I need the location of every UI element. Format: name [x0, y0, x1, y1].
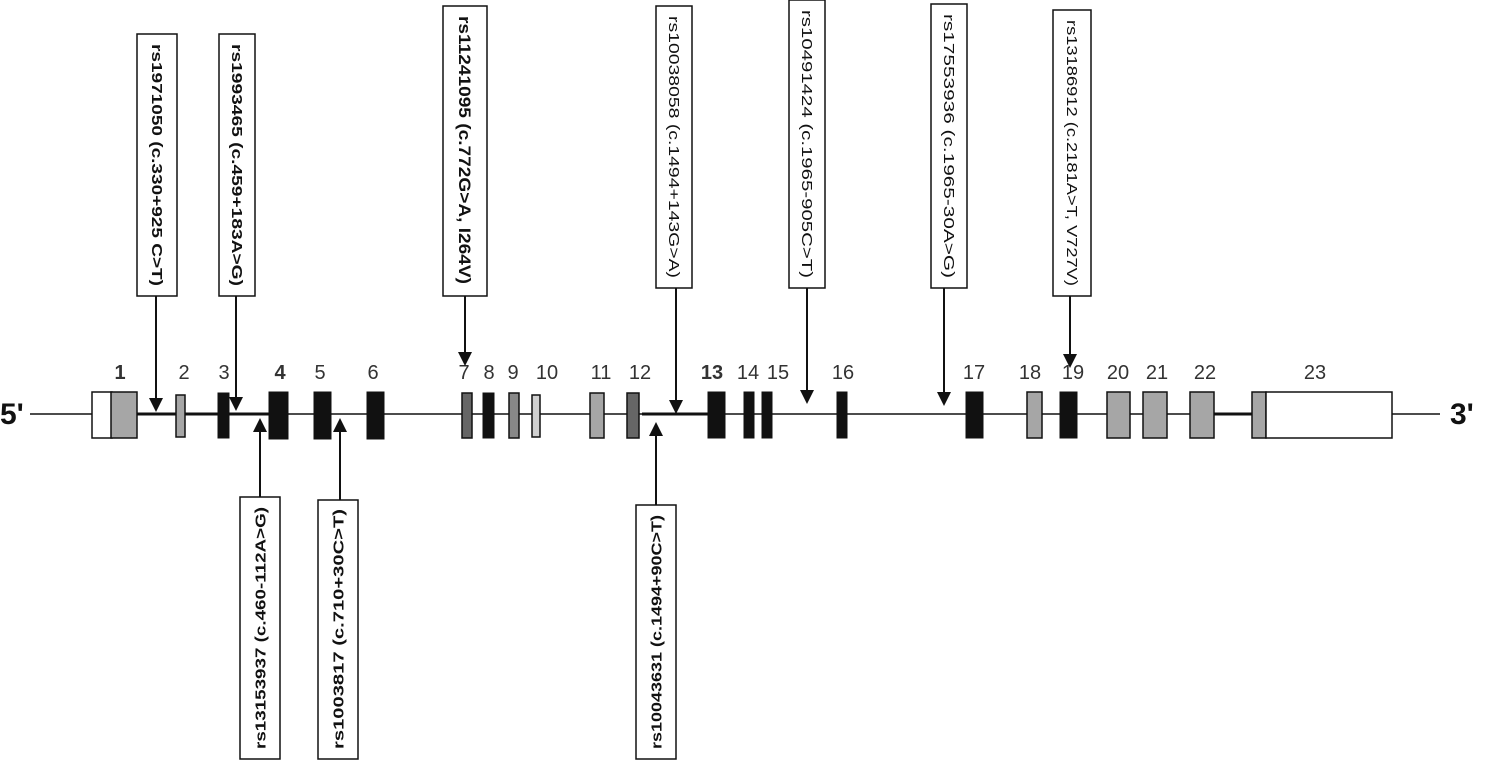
snp-callout-top: rs17553936 (c.1965-30A>G) [930, 3, 968, 406]
snp-callout-top: rs13186912 (c.2181A>T, V727V) [1052, 9, 1092, 368]
exon-22 [1189, 391, 1215, 439]
exon-8 [482, 392, 495, 439]
snp-callout-top: rs1993465 (c.459+183A>G) [218, 33, 256, 411]
exon-12 [626, 392, 640, 439]
exon-6 [366, 391, 385, 440]
snp-callout-top: rs11241095 (c.772G>A, I264V) [442, 5, 488, 366]
exon-number: 17 [963, 362, 985, 384]
snp-label: rs11241095 (c.772G>A, I264V) [455, 16, 474, 284]
exon-20 [1106, 391, 1131, 439]
exon-number: 13 [701, 362, 723, 384]
snp-label: rs10491424 (c.1965-905C>T) [798, 10, 815, 278]
exon-21 [1142, 391, 1168, 439]
exon-11 [589, 392, 605, 439]
exon-number: 19 [1062, 362, 1084, 384]
exon-number: 7 [458, 362, 469, 384]
snp-callout-bottom: rs13153937 (c.460-112A>G) [239, 418, 281, 760]
exon-number: 1 [114, 362, 125, 384]
snp-callout-bottom: rs10043631 (c.1494+90C>T) [635, 422, 677, 760]
exon-19 [1059, 391, 1078, 439]
exon-13 [707, 391, 726, 439]
exon-14 [743, 391, 755, 439]
exon-number: 23 [1304, 362, 1326, 384]
exon-number: 20 [1107, 362, 1129, 384]
exon-number: 16 [832, 362, 854, 384]
exon-2 [175, 394, 186, 438]
exon-number: 11 [591, 362, 612, 384]
exon-16 [836, 391, 848, 439]
snp-callout-top: rs10491424 (c.1965-905C>T) [788, 0, 826, 404]
exon-number: 22 [1194, 362, 1216, 384]
exon-number: 3 [218, 362, 229, 384]
snp-label: rs10038058 (c.1494+143G>A) [665, 16, 682, 278]
exon-number: 6 [367, 362, 378, 384]
snp-label: rs13153937 (c.460-112A>G) [252, 507, 269, 749]
exon-number: 18 [1019, 362, 1041, 384]
exon-17 [965, 391, 984, 439]
exon-23 [1251, 391, 1267, 439]
snp-label: rs1003817 (c.710+30C>T) [330, 509, 347, 749]
exon-7 [461, 392, 473, 439]
exon-number: 4 [274, 362, 286, 384]
exon-15 [761, 391, 773, 439]
exon-number: 10 [536, 362, 558, 384]
snp-label: rs13186912 (c.2181A>T, V727V) [1063, 20, 1080, 286]
exon-9 [508, 392, 520, 439]
exon-4 [268, 391, 289, 440]
snp-label: rs17553936 (c.1965-30A>G) [940, 14, 957, 278]
snp-callout-top: rs1971050 (c.330+925 C>T) [136, 33, 178, 412]
exon-number: 12 [629, 362, 651, 384]
exon-number: 14 [737, 362, 759, 384]
five-prime-label: 5' [0, 398, 24, 431]
snp-callout-top: rs10038058 (c.1494+143G>A) [655, 5, 693, 414]
exon-number: 5 [314, 362, 325, 384]
exon-1-utr [91, 391, 113, 439]
snp-label: rs1993465 (c.459+183A>G) [228, 44, 245, 286]
exon-10 [531, 394, 541, 438]
exon-23-utr [1265, 391, 1393, 439]
three-prime-label: 3' [1450, 398, 1474, 431]
exon-number: 2 [178, 362, 189, 384]
snp-callout-bottom: rs1003817 (c.710+30C>T) [317, 418, 359, 760]
exon-1 [110, 391, 138, 439]
exon-number: 8 [483, 362, 494, 384]
exon-3 [217, 392, 230, 439]
exon-number: 9 [507, 362, 518, 384]
exon-number: 21 [1146, 362, 1168, 384]
snp-label: rs10043631 (c.1494+90C>T) [648, 515, 665, 749]
snp-label: rs1971050 (c.330+925 C>T) [148, 44, 165, 286]
exon-number: 15 [767, 362, 789, 384]
exon-5 [313, 391, 332, 440]
exon-18 [1026, 391, 1043, 439]
